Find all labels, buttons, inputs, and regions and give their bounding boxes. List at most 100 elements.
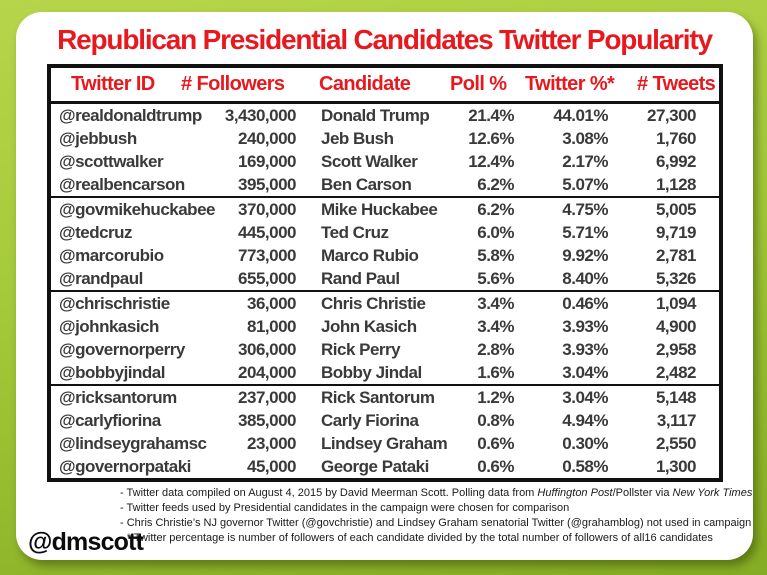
cell-followers: 45,000 <box>247 457 297 476</box>
cell-followers: 445,000 <box>238 223 296 242</box>
cell-candidate: Jeb Bush <box>321 129 394 148</box>
cell-followers: 81,000 <box>247 317 297 336</box>
cell-tweets: 9,719 <box>655 223 697 242</box>
cell-poll-pct: 0.6% <box>477 457 514 476</box>
cell-candidate: Chris Christie <box>316 290 466 315</box>
cell-twitter-pct: 3.93% <box>562 340 608 359</box>
cell-candidate: Carly Fiorina <box>321 411 419 430</box>
cell-candidate: Rick Santorum <box>316 384 466 409</box>
table-row: @chrischristie 36,000 Chris Christie 3.4% 0.… <box>51 290 719 315</box>
cell-poll-pct: 0.6% <box>477 434 514 453</box>
cell-poll-pct: 2.8% <box>477 340 514 359</box>
cell-twitter-pct: 5.71% <box>562 223 608 242</box>
cell-twitter-id: @bobbyjindal <box>59 363 165 382</box>
cell-tweets: 2,781 <box>655 246 697 265</box>
table-row: @governorpataki 45,000 George Pataki 0.6% 0.… <box>51 455 719 478</box>
cell-followers: 655,000 <box>238 269 296 288</box>
cell-followers: 395,000 <box>238 175 296 194</box>
cell-twitter-pct: 2.17% <box>562 152 608 171</box>
cell-poll-pct: 21.4% <box>468 106 514 125</box>
footnote-line-1: - Twitter data compiled on August 4, 201… <box>120 486 752 501</box>
cell-candidate: Bobby Jindal <box>321 363 422 382</box>
cell-candidate: Ted Cruz <box>321 223 389 242</box>
cell-twitter-id: @carlyfiorina <box>59 411 161 430</box>
table-row: @govmikehuckabee 370,000 Mike Huckabee 6.2%… <box>51 196 719 221</box>
attribution-handle: @dmscott <box>28 528 144 556</box>
cell-twitter-pct: 3.08% <box>562 129 608 148</box>
cell-tweets: 3,117 <box>656 411 697 430</box>
column-header-poll-pct: Poll % <box>450 73 507 95</box>
cell-twitter-pct: 0.58% <box>562 457 608 476</box>
table-body: @realdonaldtrump 3,430,000 Donald Trump 21.… <box>51 104 719 478</box>
footnotes: - Twitter data compiled on August 4, 201… <box>120 486 752 546</box>
cell-candidate: Scott Walker <box>321 152 418 171</box>
footnote-line-2: - Twitter feeds used by Presidential can… <box>120 502 570 514</box>
cell-twitter-id: @governorperry <box>59 340 185 359</box>
cell-followers: 385,000 <box>238 411 296 430</box>
cell-candidate: Rand Paul <box>321 269 400 288</box>
cell-twitter-pct: 3.04% <box>538 384 638 409</box>
column-header-twitter-id: Twitter ID <box>71 73 155 95</box>
cell-twitter-pct: 3.04% <box>562 363 608 382</box>
cell-twitter-id: @realbencarson <box>59 175 185 194</box>
column-header-twitter-pct: Twitter %* <box>525 73 615 95</box>
cell-tweets: 5,326 <box>655 269 697 288</box>
footnote-text-segment: - Twitter data compiled on August 4, 201… <box>120 487 538 499</box>
cell-candidate: Marco Rubio <box>321 246 419 265</box>
cell-candidate: Lindsey Graham <box>321 434 448 453</box>
cell-candidate: George Pataki <box>321 457 429 476</box>
cell-tweets: 5,148 <box>638 384 719 409</box>
cell-followers: 3,430,000 <box>224 106 297 125</box>
cell-followers: 306,000 <box>238 340 296 359</box>
cell-followers: 240,000 <box>238 129 296 148</box>
cell-followers: 370,000 <box>216 196 316 221</box>
cell-candidate: Mike Huckabee <box>316 196 466 221</box>
footnote-text-segment: /Pollster via <box>612 487 673 499</box>
table-row: @johnkasich 81,000 John Kasich 3.4% 3.93% 4,9… <box>51 315 719 338</box>
cell-candidate: Donald Trump <box>321 106 430 125</box>
cell-tweets: 1,300 <box>655 457 697 476</box>
table-body-grid: @realdonaldtrump 3,430,000 Donald Trump 21.… <box>51 104 719 478</box>
cell-twitter-id: @chrischristie <box>51 290 216 315</box>
footnote-italic-new-york-times: New York Times <box>672 487 753 499</box>
cell-tweets: 2,550 <box>655 434 697 453</box>
table-row: @scottwalker 169,000 Scott Walker 12.4% 2.17… <box>51 150 719 173</box>
cell-twitter-pct: 4.75% <box>538 196 638 221</box>
cell-candidate: Rick Perry <box>321 340 401 359</box>
cell-twitter-id: @johnkasich <box>59 317 159 336</box>
cell-followers: 23,000 <box>247 434 297 453</box>
cell-twitter-pct: 4.94% <box>562 411 608 430</box>
cell-poll-pct: 5.8% <box>477 246 514 265</box>
table-row: @carlyfiorina 385,000 Carly Fiorina 0.8% 4.9… <box>51 409 719 432</box>
cell-twitter-pct: 3.93% <box>562 317 608 336</box>
cell-tweets: 2,958 <box>655 340 697 359</box>
table-row: @lindseygrahamsc 23,000 Lindsey Graham 0.6%… <box>51 432 719 455</box>
slide-title: Republican Presidential Candidates Twitt… <box>57 24 713 55</box>
cell-tweets: 1,760 <box>655 129 697 148</box>
cell-twitter-id: @randpaul <box>59 269 143 288</box>
cell-poll-pct: 3.4% <box>477 317 514 336</box>
footnote-line-4: - * Twitter percentage is number of foll… <box>120 532 713 544</box>
cell-poll-pct: 0.8% <box>477 411 514 430</box>
footnote-italic-huffington-post: Huffington Post <box>537 487 613 499</box>
cell-followers: 36,000 <box>216 290 316 315</box>
cell-twitter-id: @govmikehuckabee <box>51 196 216 221</box>
cell-twitter-pct: 5.07% <box>562 175 608 194</box>
cell-followers: 169,000 <box>238 152 296 171</box>
cell-tweets: 2,482 <box>655 363 697 382</box>
footnote-line-3: - Chris Christie’s NJ governor Twitter (… <box>120 517 752 529</box>
cell-twitter-pct: 0.30% <box>562 434 608 453</box>
column-header-candidate: Candidate <box>319 73 411 95</box>
cell-twitter-id: @marcorubio <box>59 246 164 265</box>
data-table: Twitter ID # Followers Candidate Poll % … <box>47 64 723 482</box>
table-row: @randpaul 655,000 Rand Paul 5.6% 8.40% 5,326 <box>51 267 719 291</box>
cell-poll-pct: 12.6% <box>468 129 514 148</box>
cell-candidate: John Kasich <box>321 317 417 336</box>
cell-tweets: 27,300 <box>647 106 697 125</box>
cell-tweets: 1,094 <box>638 290 719 315</box>
table-row: @governorperry 306,000 Rick Perry 2.8% 3.93%… <box>51 338 719 361</box>
cell-followers: 204,000 <box>238 363 296 382</box>
cell-twitter-id: @tedcruz <box>59 223 133 242</box>
cell-twitter-pct: 44.01% <box>553 106 608 125</box>
cell-twitter-pct: 9.92% <box>562 246 608 265</box>
